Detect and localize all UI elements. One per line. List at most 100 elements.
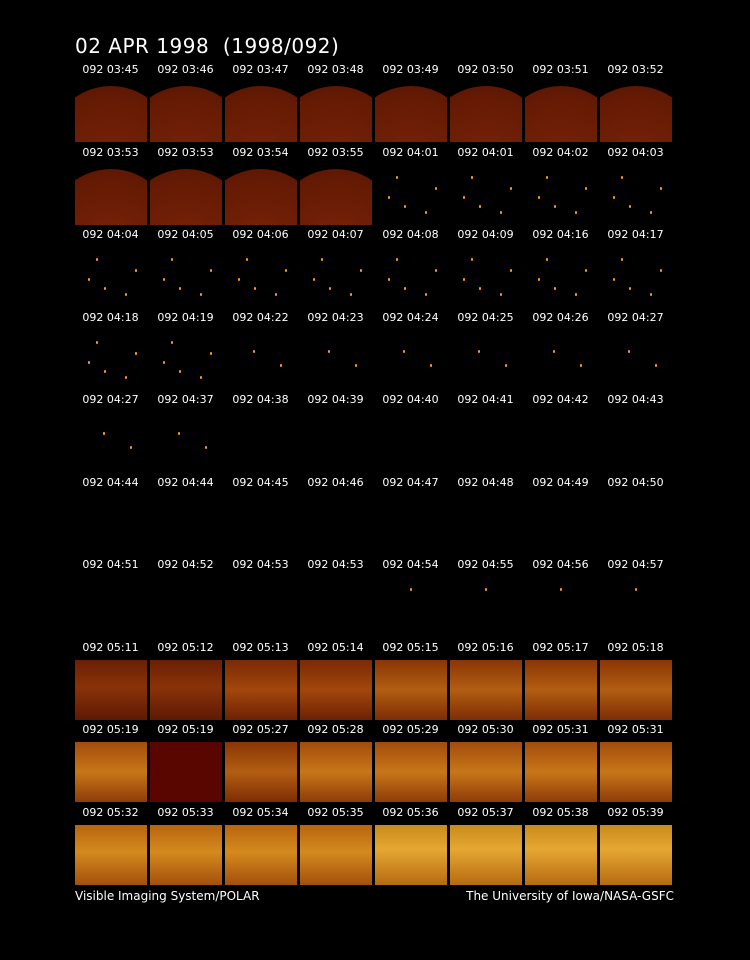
star-point [554,287,556,290]
star-point [200,375,202,379]
star-point [650,293,652,296]
frame-thumbnail [525,659,597,720]
star-point [350,293,352,296]
star-point [96,340,98,344]
star-point [580,363,582,367]
earth-disk [150,86,222,142]
frame-thumbnail [300,164,372,225]
star-point [329,287,331,290]
frame-timestamp: 092 05:28 [307,723,364,736]
frame-timestamp: 092 04:01 [382,145,439,159]
earth-disk [225,168,297,225]
star-point [471,258,473,261]
star-point [478,349,480,353]
frame-thumbnail [150,742,222,802]
frame-timestamp: 092 04:24 [382,310,439,324]
frame-timestamp: 092 05:11 [82,640,139,654]
star-point [463,278,465,281]
frame-thumbnail [600,412,672,472]
frame-timestamp: 092 04:01 [457,145,514,159]
star-point [425,293,427,296]
frame-thumbnail [375,329,447,390]
frame-thumbnail [375,164,447,225]
frame-thumbnail [300,82,372,142]
frame-timestamp: 092 04:42 [532,393,589,406]
frame-thumbnail [150,82,222,142]
star-point [396,175,398,179]
star-point [463,195,465,199]
star-point [238,278,240,281]
frame-thumbnail [450,577,522,637]
frame-timestamp: 092 04:26 [532,310,589,324]
frame-timestamp: 092 04:51 [82,558,139,571]
frame-thumbnail [450,329,522,390]
frame-timestamp: 092 03:46 [157,63,214,76]
star-point [163,278,165,281]
star-point [435,186,437,190]
frame-thumbnail [600,247,672,307]
frame-thumbnail [300,329,372,390]
star-point [585,186,587,190]
star-point [254,287,256,290]
footer-credit-instrument: Visible Imaging System/POLAR [75,889,260,903]
frame-timestamp: 092 04:43 [607,393,664,406]
frame-thumbnail [450,824,522,885]
frame-timestamp: 092 04:27 [607,310,664,324]
star-point [479,204,481,208]
star-point [430,363,432,367]
star-point [510,269,512,272]
frame-thumbnail [375,824,447,885]
frame-thumbnail [225,329,297,390]
star-point [253,349,255,353]
frame-timestamp: 092 04:53 [232,558,289,571]
frame-thumbnail [75,329,147,390]
frame-timestamp: 092 04:22 [232,310,289,324]
page-title: 02 APR 1998 (1998/092) [75,34,340,58]
frame-thumbnail [450,742,522,802]
star-point [410,588,412,591]
star-point [321,258,323,261]
frame-thumbnail [450,82,522,142]
frame-timestamp: 092 04:05 [157,228,214,241]
frame-timestamp: 092 05:15 [382,640,439,654]
frame-thumbnail [75,412,147,472]
frame-thumbnail [375,494,447,555]
frame-timestamp: 092 05:13 [232,640,289,654]
frame-thumbnail [225,577,297,637]
star-point [613,278,615,281]
star-point [179,369,181,373]
star-point [135,269,137,272]
frame-thumbnail [600,742,672,802]
frame-timestamp: 092 04:57 [607,558,664,571]
frame-thumbnail [150,577,222,637]
star-point [479,287,481,290]
frame-timestamp: 092 04:56 [532,558,589,571]
frame-timestamp: 092 04:17 [607,228,664,241]
frame-thumbnail [225,742,297,802]
star-point [404,204,406,208]
frame-thumbnail [75,494,147,555]
frame-timestamp: 092 04:18 [82,310,139,324]
frame-thumbnail [150,329,222,390]
frame-thumbnail [525,742,597,802]
frame-timestamp: 092 05:29 [382,723,439,736]
frame-thumbnail [525,82,597,142]
star-point [510,186,512,190]
star-point [554,204,556,208]
frame-thumbnail [300,742,372,802]
frame-thumbnail [375,742,447,802]
star-point [621,258,623,261]
frame-thumbnail [150,164,222,225]
frame-timestamp: 092 05:17 [532,640,589,654]
frame-timestamp: 092 04:46 [307,475,364,489]
star-point [355,363,357,367]
frame-thumbnail [450,494,522,555]
frame-timestamp: 092 05:30 [457,723,514,736]
earth-disk [600,86,672,142]
frame-thumbnail [375,412,447,472]
star-point [125,293,127,296]
frame-thumbnail [600,164,672,225]
frame-timestamp: 092 04:04 [82,228,139,241]
star-point [396,258,398,261]
